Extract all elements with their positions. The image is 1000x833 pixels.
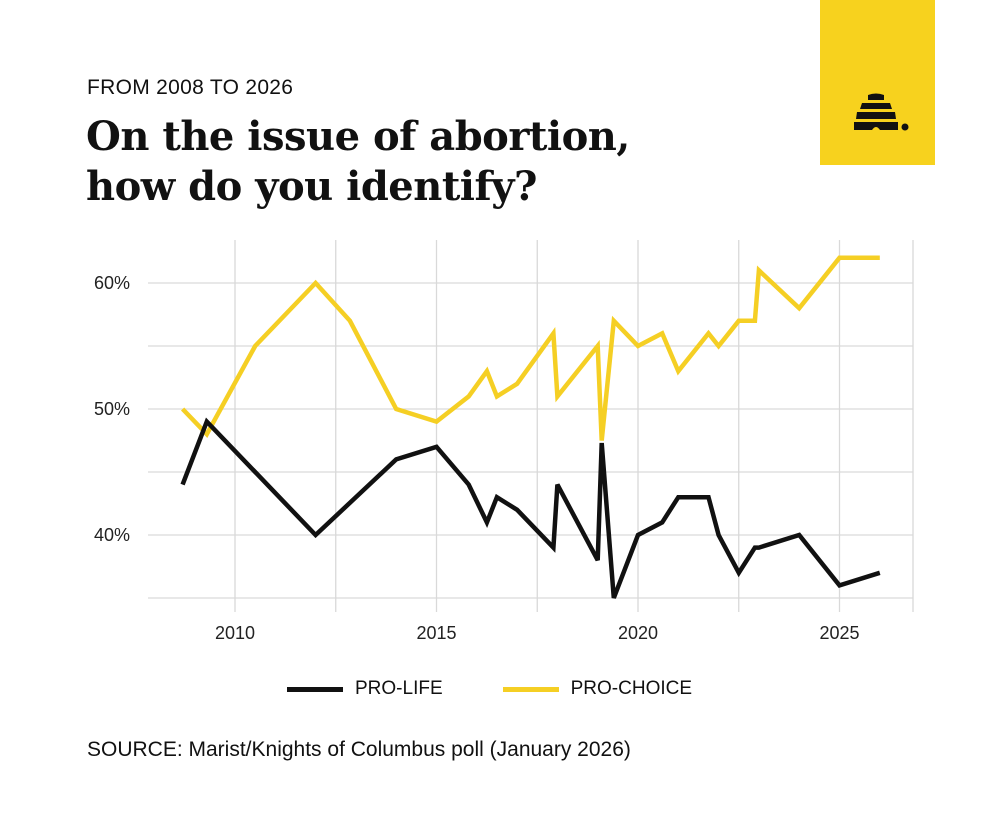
legend-label-pro-life: PRO-LIFE bbox=[355, 678, 443, 699]
source-note: SOURCE: Marist/Knights of Columbus poll … bbox=[87, 738, 631, 761]
series-lines bbox=[180, 255, 881, 599]
y-tick-label: 40% bbox=[94, 525, 130, 545]
legend-swatch-pro-life bbox=[287, 686, 343, 692]
y-tick-label: 50% bbox=[94, 399, 130, 419]
grid bbox=[148, 240, 914, 612]
chart-subtitle: FROM 2008 TO 2026 bbox=[87, 76, 294, 99]
legend: PRO-LIFE PRO-CHOICE bbox=[287, 678, 752, 700]
x-tick-label: 2025 bbox=[819, 623, 859, 643]
title-line-1: On the issue of abortion, bbox=[86, 113, 630, 160]
logo-badge bbox=[820, 0, 935, 165]
y-tick-label: 60% bbox=[94, 273, 130, 293]
legend-item-pro-choice: PRO-CHOICE bbox=[502, 678, 693, 700]
series-line-pro-choice bbox=[180, 255, 880, 441]
x-axis-ticks: 2010 2015 2020 2025 bbox=[215, 623, 860, 643]
y-axis-ticks: 60% 50% 40% bbox=[94, 273, 130, 545]
series-line-pro-life bbox=[180, 417, 881, 599]
legend-swatch-pro-choice bbox=[502, 686, 559, 692]
x-tick-label: 2020 bbox=[618, 623, 658, 643]
legend-label-pro-choice: PRO-CHOICE bbox=[570, 678, 693, 699]
x-tick-label: 2010 bbox=[215, 623, 255, 643]
title-line-2: how do you identify? bbox=[86, 163, 537, 210]
legend-item-pro-life: PRO-LIFE bbox=[287, 678, 443, 700]
x-tick-label: 2015 bbox=[416, 623, 456, 643]
chart-title: On the issue of abortion, how do you ide… bbox=[86, 112, 630, 212]
beehive-icon bbox=[854, 93, 909, 131]
